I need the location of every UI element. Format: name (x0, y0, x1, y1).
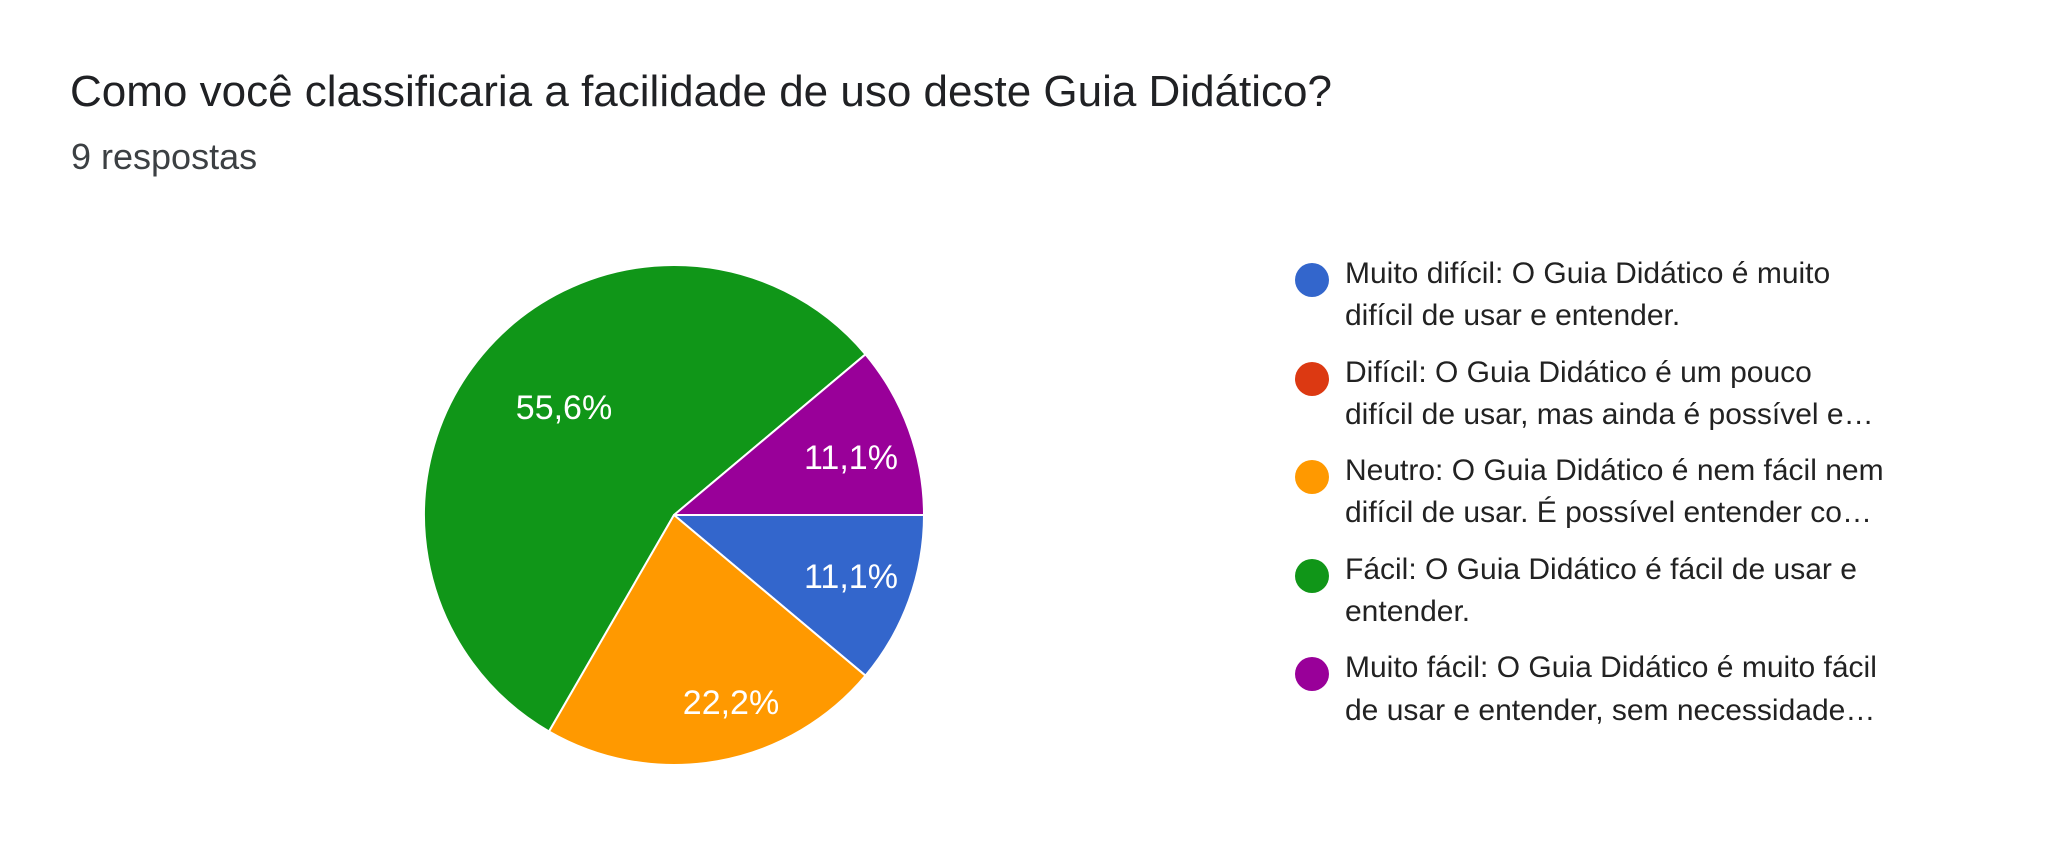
svg-text:22,2%: 22,2% (683, 684, 779, 722)
svg-text:55,6%: 55,6% (516, 389, 612, 427)
svg-text:11,1%: 11,1% (804, 439, 898, 477)
svg-text:11,1%: 11,1% (804, 558, 898, 596)
